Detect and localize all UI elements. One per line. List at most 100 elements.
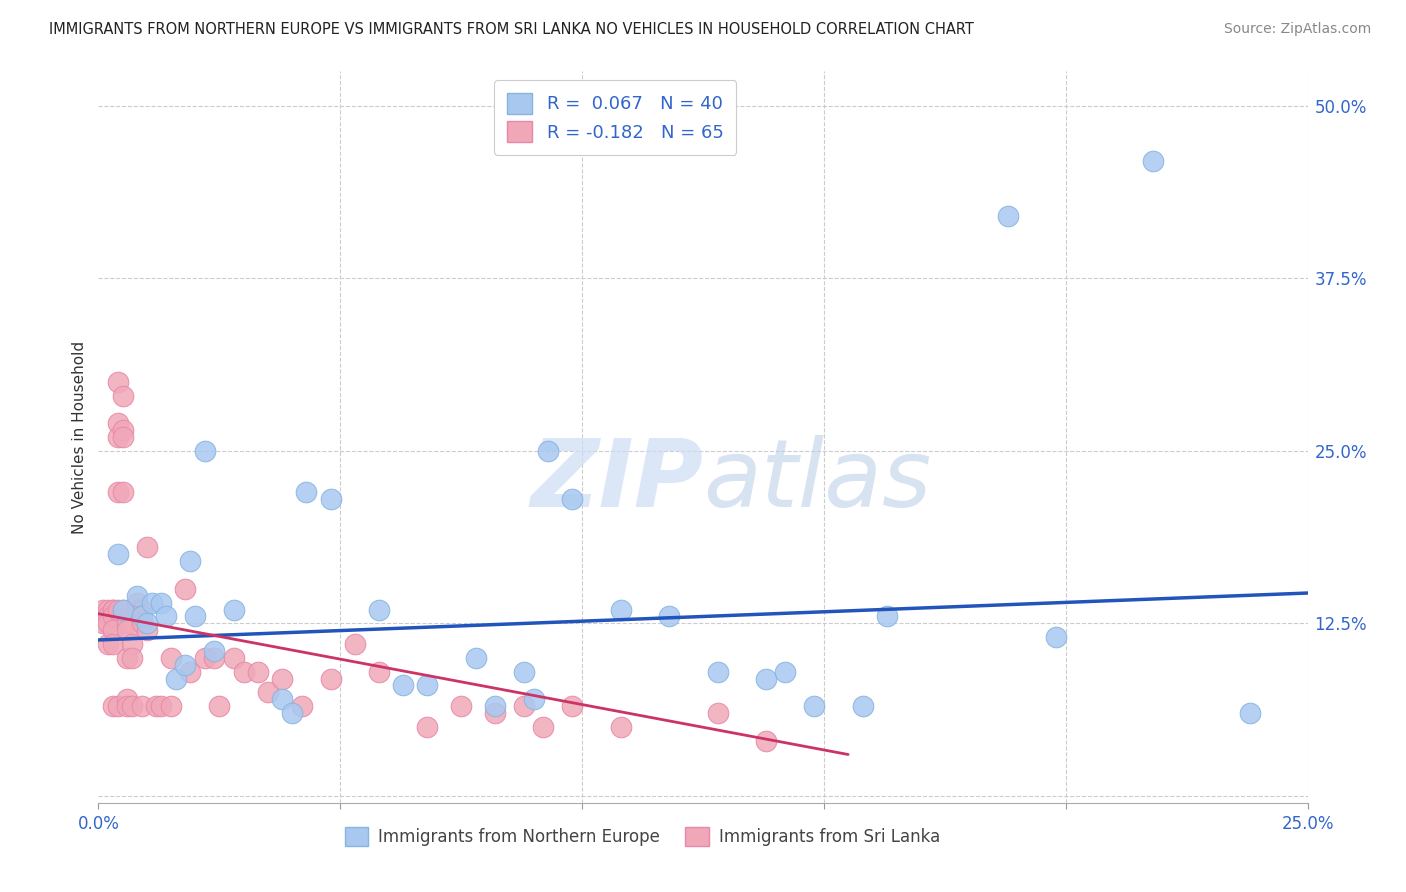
Point bbox=[107, 548, 129, 562]
Point bbox=[131, 609, 153, 624]
Point bbox=[755, 672, 778, 686]
Point bbox=[773, 665, 796, 679]
Point bbox=[247, 665, 270, 679]
Point bbox=[208, 699, 231, 714]
Point bbox=[101, 602, 124, 616]
Point bbox=[281, 706, 304, 720]
Point bbox=[107, 602, 129, 616]
Legend: Immigrants from Northern Europe, Immigrants from Sri Lanka: Immigrants from Northern Europe, Immigra… bbox=[339, 821, 946, 853]
Point bbox=[174, 657, 197, 672]
Point bbox=[997, 209, 1019, 223]
Point bbox=[107, 430, 129, 444]
Point bbox=[706, 706, 728, 720]
Point bbox=[256, 685, 278, 699]
Point bbox=[755, 733, 778, 747]
Point bbox=[184, 609, 207, 624]
Point bbox=[343, 637, 366, 651]
Point bbox=[127, 589, 149, 603]
Point bbox=[155, 609, 177, 624]
Point bbox=[111, 602, 134, 616]
Point bbox=[111, 423, 134, 437]
Point bbox=[204, 651, 226, 665]
Point bbox=[416, 720, 439, 734]
Point bbox=[561, 492, 583, 507]
Point bbox=[117, 616, 139, 631]
Point bbox=[852, 699, 875, 714]
Point bbox=[179, 554, 201, 568]
Text: Source: ZipAtlas.com: Source: ZipAtlas.com bbox=[1223, 22, 1371, 37]
Point bbox=[121, 637, 143, 651]
Point bbox=[145, 699, 167, 714]
Point bbox=[135, 541, 157, 555]
Point bbox=[107, 417, 129, 431]
Point bbox=[97, 602, 120, 616]
Point bbox=[1045, 630, 1067, 644]
Point bbox=[101, 609, 124, 624]
Point bbox=[271, 672, 294, 686]
Point bbox=[174, 582, 197, 596]
Point bbox=[561, 699, 583, 714]
Point bbox=[107, 485, 129, 500]
Point bbox=[464, 651, 486, 665]
Point bbox=[150, 699, 173, 714]
Point bbox=[1142, 154, 1164, 169]
Point bbox=[368, 665, 391, 679]
Point bbox=[101, 637, 124, 651]
Point bbox=[876, 609, 898, 624]
Point bbox=[111, 389, 134, 403]
Point bbox=[204, 644, 226, 658]
Text: atlas: atlas bbox=[703, 435, 931, 526]
Point bbox=[101, 602, 124, 616]
Point bbox=[111, 602, 134, 616]
Point bbox=[101, 624, 124, 638]
Text: IMMIGRANTS FROM NORTHERN EUROPE VS IMMIGRANTS FROM SRI LANKA NO VEHICLES IN HOUS: IMMIGRANTS FROM NORTHERN EUROPE VS IMMIG… bbox=[49, 22, 974, 37]
Point bbox=[131, 602, 153, 616]
Point bbox=[117, 651, 139, 665]
Y-axis label: No Vehicles in Household: No Vehicles in Household bbox=[72, 341, 87, 533]
Point bbox=[179, 665, 201, 679]
Point bbox=[416, 678, 439, 692]
Point bbox=[484, 699, 506, 714]
Point bbox=[222, 651, 245, 665]
Point bbox=[121, 651, 143, 665]
Point bbox=[222, 602, 245, 616]
Point bbox=[160, 651, 183, 665]
Point bbox=[368, 602, 391, 616]
Point bbox=[484, 706, 506, 720]
Point bbox=[91, 602, 114, 616]
Point bbox=[523, 692, 546, 706]
Point bbox=[141, 596, 163, 610]
Point bbox=[232, 665, 254, 679]
Point bbox=[392, 678, 415, 692]
Point bbox=[165, 672, 187, 686]
Point bbox=[117, 692, 139, 706]
Point bbox=[131, 699, 153, 714]
Point bbox=[803, 699, 825, 714]
Point bbox=[290, 699, 312, 714]
Point bbox=[271, 692, 294, 706]
Point bbox=[131, 616, 153, 631]
Point bbox=[111, 430, 134, 444]
Point bbox=[117, 624, 139, 638]
Point bbox=[706, 665, 728, 679]
Point bbox=[127, 602, 149, 616]
Point bbox=[121, 699, 143, 714]
Point bbox=[1239, 706, 1261, 720]
Text: ZIP: ZIP bbox=[530, 435, 703, 527]
Point bbox=[107, 699, 129, 714]
Point bbox=[111, 485, 134, 500]
Point bbox=[319, 492, 342, 507]
Point bbox=[537, 443, 560, 458]
Point bbox=[160, 699, 183, 714]
Point bbox=[127, 596, 149, 610]
Point bbox=[101, 699, 124, 714]
Point bbox=[658, 609, 681, 624]
Point bbox=[513, 665, 536, 679]
Point bbox=[513, 699, 536, 714]
Point bbox=[194, 651, 217, 665]
Point bbox=[117, 699, 139, 714]
Point bbox=[97, 637, 120, 651]
Point bbox=[135, 624, 157, 638]
Point bbox=[295, 485, 318, 500]
Point bbox=[531, 720, 554, 734]
